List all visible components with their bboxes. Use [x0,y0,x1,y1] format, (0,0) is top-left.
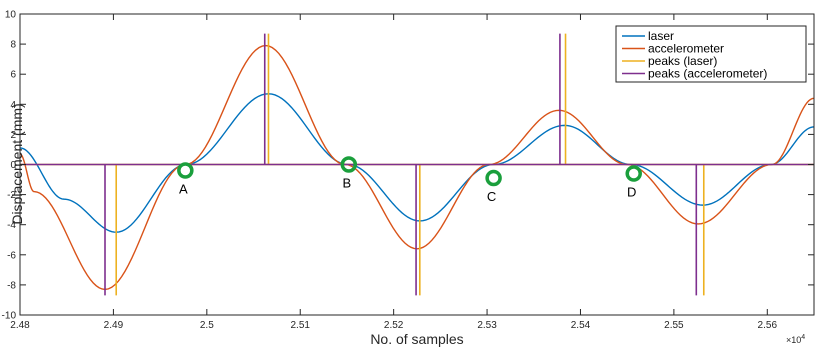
y-tick-label: 0 [10,160,16,171]
x-tick-label: 2.48 [10,320,30,331]
x-axis-title: No. of samples [370,331,463,347]
annotation-layer: A B C D [177,156,642,204]
y-tick-label: 4 [10,100,16,111]
y-tick-label: 8 [10,40,16,51]
x-tick-label: 2.55 [664,320,684,331]
x-multiplier-label: ×104 [786,334,805,345]
x-tick-label: 2.5 [200,320,214,331]
legend-label-3: peaks (accelerometer) [648,67,767,81]
annotation-label-c: C [487,189,496,204]
y-tick-label: 10 [5,10,17,21]
x-tick-label: 2.52 [384,320,404,331]
y-tick-label: -8 [7,280,16,291]
legend-label-1: accelerometer [648,42,724,56]
y-tick-label: -4 [7,220,16,231]
x-tick-label: 2.56 [758,320,778,331]
y-tick-label: -2 [7,190,16,201]
x-tick-label: 2.51 [291,320,311,331]
legend-label-2: peaks (laser) [648,54,717,68]
legend-box [615,25,807,83]
y-tick-label: -6 [7,250,16,261]
x-multiplier-exponent: 4 [801,334,805,341]
x-tick-label: 2.54 [571,320,591,331]
y-tick-label: 6 [10,70,16,81]
y-tick-label: -10 [2,311,17,322]
annotation-label-b: B [342,176,351,191]
x-multiplier-base: ×10 [786,335,801,345]
annotation-marker-b [340,156,358,173]
y-axis-title: Displacement (mm) [9,103,25,224]
series-layer [20,33,814,296]
annotation-marker-a [177,162,194,179]
y-tick-label: 2 [10,130,16,141]
annotation-label-a: A [179,182,188,197]
annotation-marker-d [625,165,642,182]
legend-label-0: laser [648,29,674,43]
annotation-marker-c [485,169,502,187]
x-tick-label: 2.53 [477,320,497,331]
x-tick-label: 2.49 [104,320,124,331]
annotation-label-d: D [627,185,636,200]
tick-layer: 2.48 2.49 2.5 2.51 2.52 2.53 2.54 2.55 2.56 -10 -8… [2,10,814,331]
